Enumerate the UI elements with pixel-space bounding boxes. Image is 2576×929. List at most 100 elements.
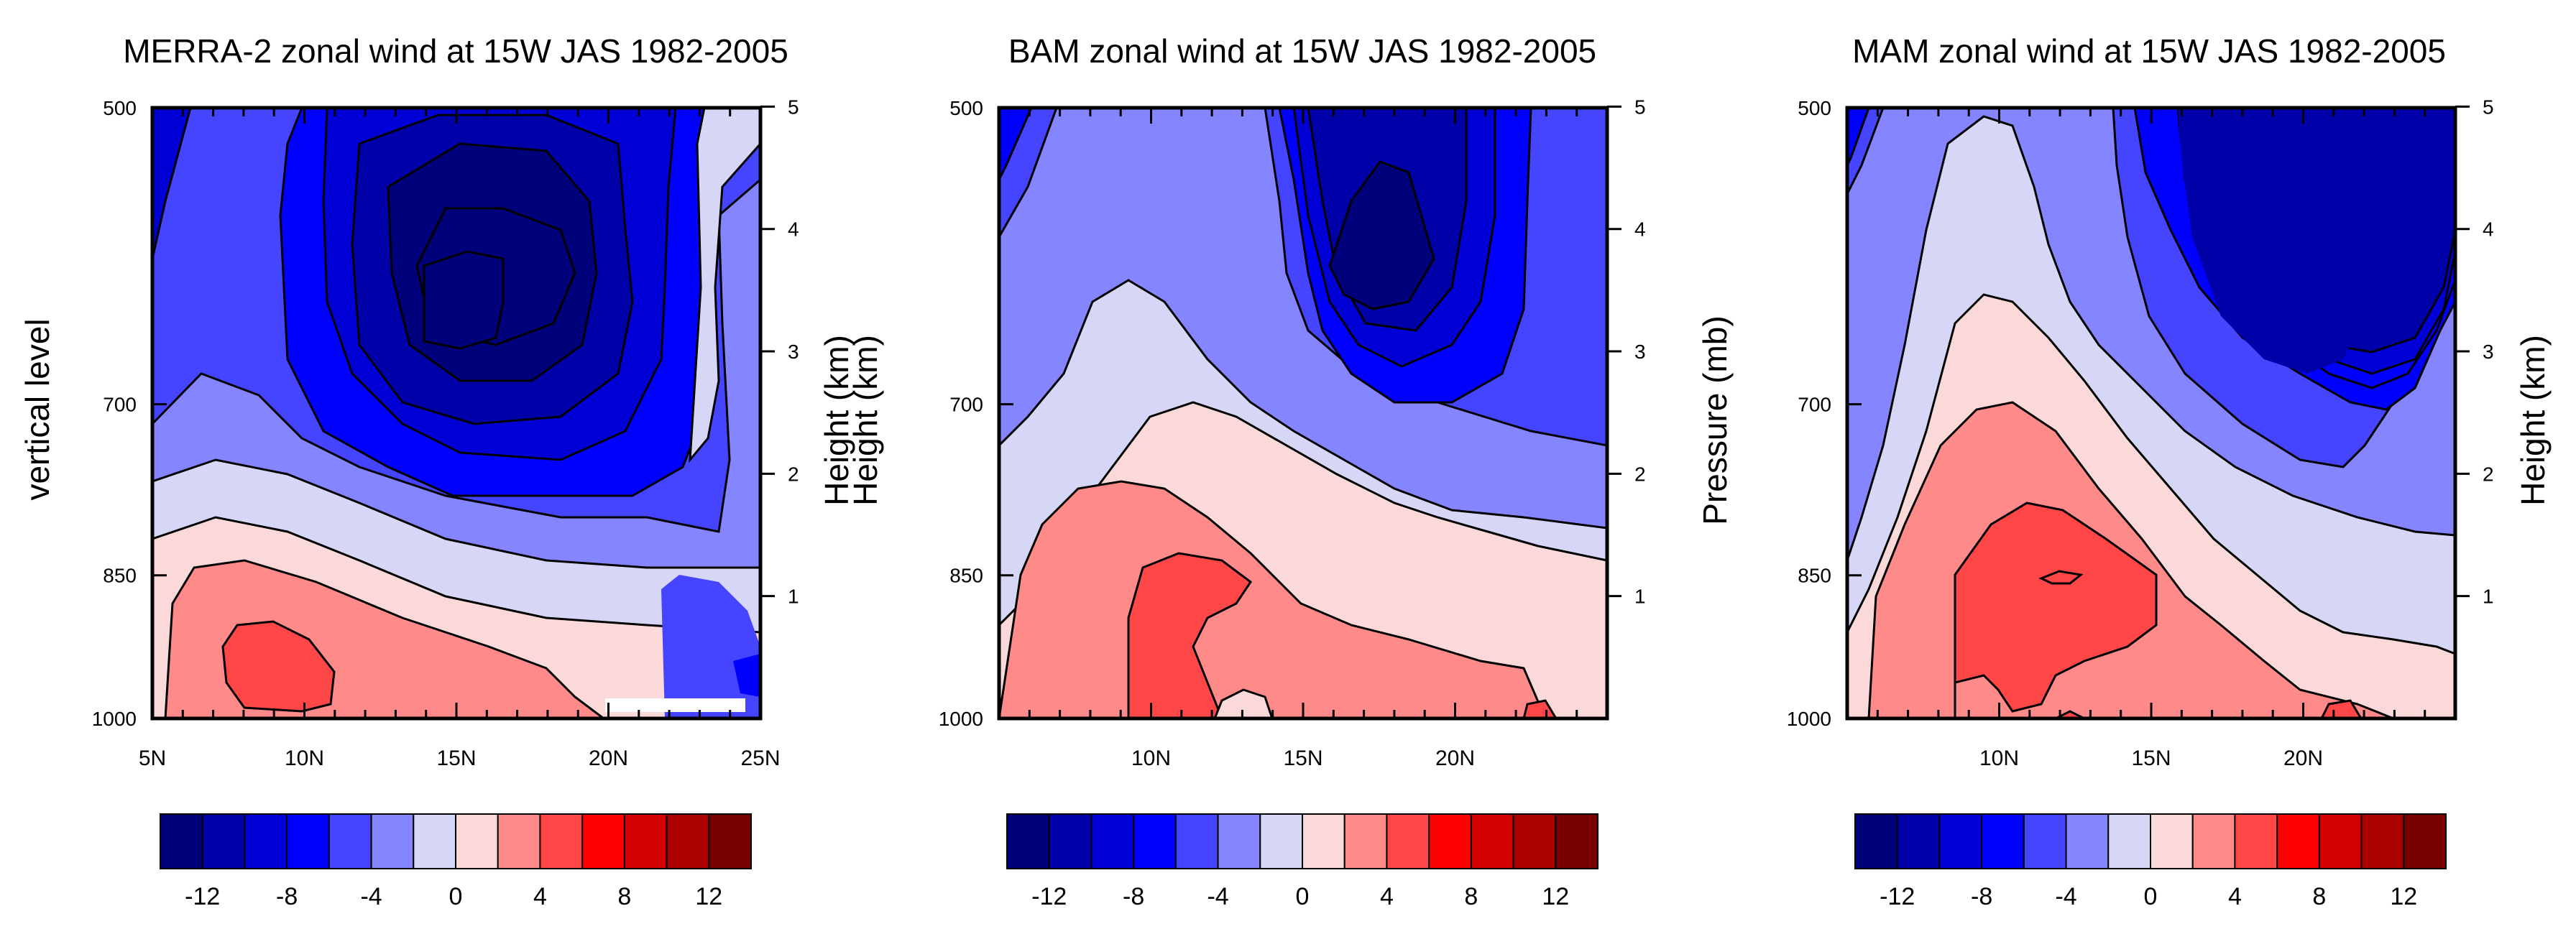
colorbar: -12 -8 -4 0 4 8 12 <box>1854 813 2447 910</box>
colorbar-swatch <box>1555 813 1598 869</box>
x-tick-label: 10N <box>1131 747 1171 770</box>
y-tick-label: 500 <box>949 97 983 119</box>
contour-fill-4 <box>1954 502 2158 718</box>
x-tick-label: 10N <box>1979 747 2019 770</box>
height-tick-label: 1 <box>788 586 799 608</box>
x-tick-label: 15N <box>436 747 476 770</box>
y-tick-label: 1000 <box>92 708 137 730</box>
height-tick-label: 3 <box>788 341 799 363</box>
colorbar: -12 -8 -4 0 4 8 12 <box>1006 813 1598 910</box>
x-axis: 10N 15N 20N <box>998 108 1609 770</box>
height-tick-label: 5 <box>1634 96 1646 118</box>
panel-merra2: MERRA-2 zonal wind at 15W JAS 1982-2005 … <box>19 32 855 770</box>
y-tick-label: 700 <box>103 394 137 416</box>
panel-title: MAM zonal wind at 15W JAS 1982-2005 <box>1852 32 2446 70</box>
colorbar-swatch <box>2360 813 2405 869</box>
colorbar-label: 0 <box>2144 883 2158 910</box>
colorbar-label: 12 <box>1542 883 1569 910</box>
colorbar-swatch <box>1470 813 1514 869</box>
contour-field <box>1847 108 2455 718</box>
y-tick-label: 850 <box>103 565 137 587</box>
colorbar-label: -8 <box>1123 883 1144 910</box>
height-tick-label: 4 <box>2483 218 2494 241</box>
colorbar-swatch <box>413 813 456 869</box>
y-tick-label: 1000 <box>1787 708 1831 730</box>
contour-fill-m14 <box>1328 160 1435 310</box>
y-axis: 1000 850 700 500 <box>92 97 167 730</box>
contour-fill-easterly-right2 <box>733 654 760 697</box>
height-tick-label: 1 <box>2483 586 2494 608</box>
colorbar-label: 12 <box>695 883 722 910</box>
height-tick-label: 1 <box>1634 586 1646 608</box>
y-axis: 1000 850 700 500 <box>1787 97 1862 730</box>
colorbar-swatch <box>539 813 584 869</box>
contour-fill-m12-upper-left <box>152 108 192 259</box>
colorbar-swatch <box>666 813 710 869</box>
colorbar-swatch <box>286 813 330 869</box>
contour-fill-core <box>2178 108 2379 374</box>
x-tick-label: 20N <box>589 747 628 770</box>
height-axis: 1 2 3 4 5 <box>1607 96 1646 608</box>
height-tick-label: 5 <box>788 96 799 118</box>
colorbar-swatch <box>1006 813 1050 869</box>
colorbar-swatch <box>708 813 752 869</box>
height-tick-label: 2 <box>788 463 799 485</box>
x-tick-label: 20N <box>2283 747 2323 770</box>
colorbar-label: 4 <box>2228 883 2242 910</box>
colorbar-swatch <box>2234 813 2278 869</box>
y-axis-label: vertical level <box>19 318 56 500</box>
colorbar-swatch <box>2276 813 2320 869</box>
colorbar-swatch <box>2023 813 2067 869</box>
contour-fill-4 <box>221 620 336 713</box>
colorbar-swatch <box>1302 813 1346 869</box>
colorbar-swatch <box>623 813 668 869</box>
x-tick-label: 15N <box>2131 747 2171 770</box>
colorbar-swatch <box>2150 813 2194 869</box>
colorbar-label: 0 <box>1296 883 1310 910</box>
y-tick-label: 850 <box>949 565 983 587</box>
contour-field <box>999 108 1607 718</box>
x-tick-label: 25N <box>740 747 780 770</box>
colorbar-swatch <box>1512 813 1557 869</box>
colorbar-swatch <box>2065 813 2110 869</box>
colorbar-label: -4 <box>360 883 382 910</box>
colorbar-swatch <box>1981 813 2025 869</box>
colorbar-swatch <box>1217 813 1261 869</box>
contour-fill-light-strip <box>689 108 760 463</box>
colorbar-label: 8 <box>617 883 631 910</box>
colorbar-swatch <box>1174 813 1219 869</box>
y-tick-label: 700 <box>1798 394 1831 416</box>
x-tick-label: 10N <box>285 747 324 770</box>
height-tick-label: 3 <box>2483 341 2494 363</box>
height-axis: 1 2 3 4 5 <box>760 96 799 608</box>
colorbar-swatch <box>201 813 246 869</box>
height-axis-label: Height (km) <box>847 335 884 506</box>
colorbar-label: 8 <box>2312 883 2326 910</box>
colorbar-swatch <box>1090 813 1135 869</box>
colorbar-swatch <box>1938 813 1983 869</box>
contour-fill-2-inner <box>1213 688 1274 718</box>
y-axis: 1000 850 700 500 <box>939 97 1013 730</box>
contour-fill-easterly-right <box>661 575 760 718</box>
colorbar-swatch <box>1428 813 1472 869</box>
colorbar-label: 4 <box>1380 883 1394 910</box>
colorbar-label: -4 <box>2055 883 2076 910</box>
y-tick-label: 1000 <box>939 708 983 730</box>
colorbar-label: 12 <box>2390 883 2417 910</box>
panel-title: MERRA-2 zonal wind at 15W JAS 1982-2005 <box>123 32 788 70</box>
colorbar-swatch <box>1386 813 1430 869</box>
colorbar-swatch <box>2403 813 2447 869</box>
colorbar-label: -12 <box>1031 883 1067 910</box>
y-tick-label: 500 <box>1798 97 1831 119</box>
panel-title: BAM zonal wind at 15W JAS 1982-2005 <box>1008 32 1596 70</box>
colorbar-swatch <box>1048 813 1092 869</box>
colorbar-swatch <box>1896 813 1941 869</box>
colorbar-swatch <box>1854 813 1898 869</box>
colorbar-swatch <box>160 813 203 869</box>
x-tick-label: 20N <box>1435 747 1475 770</box>
pressure-axis-label: Pressure (mb) <box>1696 315 1734 524</box>
contour-fill-m14 <box>423 250 505 350</box>
colorbar-swatch <box>455 813 499 869</box>
contour-fill-4 <box>1127 552 1253 718</box>
x-axis: 5N 10N 15N 20N 25N <box>139 108 781 770</box>
